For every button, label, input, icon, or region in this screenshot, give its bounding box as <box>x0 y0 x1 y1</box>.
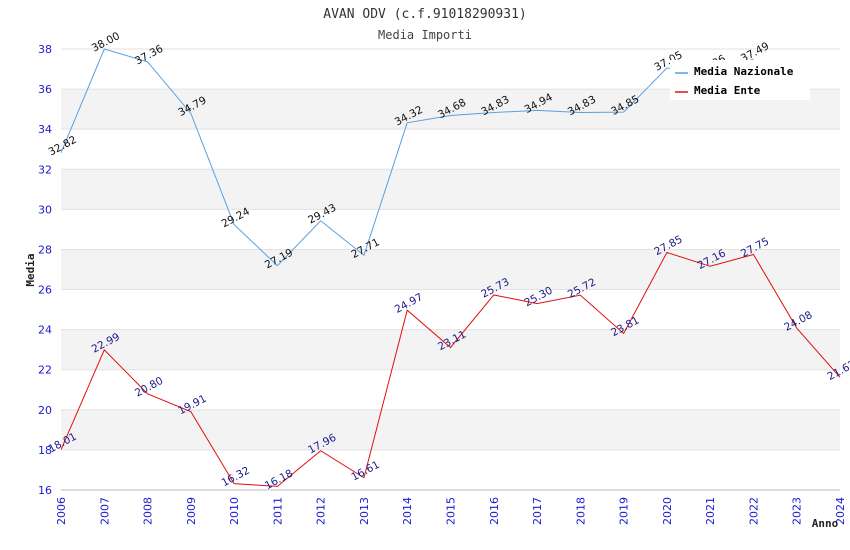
data-label-media-ente: 16.61 <box>349 459 381 484</box>
x-tick-label: 2015 <box>445 497 458 525</box>
x-tick-label: 2012 <box>315 497 328 525</box>
chart-subtitle: Media Importi <box>378 28 472 42</box>
y-tick-label: 36 <box>38 83 52 96</box>
x-tick-label: 2010 <box>228 497 241 525</box>
x-tick-label: 2011 <box>271 497 284 525</box>
legend-label-media-ente: Media Ente <box>694 84 761 97</box>
data-label-media-ente: 20.80 <box>133 375 165 400</box>
grid-band <box>61 249 840 290</box>
y-axis-ticks: 16 18 20 22 24 26 28 30 32 34 36 38 <box>38 43 52 497</box>
series-line-media-nazionale <box>60 48 754 267</box>
legend: Media Nazionale Media Ente <box>670 60 810 100</box>
x-tick-label: 2006 <box>55 497 68 525</box>
x-tick-label: 2022 <box>747 497 760 525</box>
data-label-media-nazionale: 32.82 <box>47 134 79 159</box>
x-axis-label: Anno <box>812 517 839 530</box>
x-tick-label: 2024 <box>834 497 847 525</box>
x-tick-label: 2008 <box>142 497 155 525</box>
grid-band <box>61 409 840 450</box>
y-tick-label: 34 <box>38 123 52 136</box>
x-tick-label: 2019 <box>618 497 631 525</box>
x-tick-label: 2016 <box>488 497 501 525</box>
chart-title: AVAN ODV (c.f.91018290931) <box>323 7 527 22</box>
y-tick-label: 20 <box>38 404 52 417</box>
y-axis-label: Media <box>24 253 37 286</box>
data-label-media-nazionale: 38.00 <box>90 30 122 55</box>
grid-lines <box>61 48 840 491</box>
y-tick-label: 18 <box>38 444 52 457</box>
x-tick-label: 2021 <box>704 497 717 525</box>
x-tick-label: 2014 <box>401 497 414 525</box>
x-tick-label: 2013 <box>358 497 371 525</box>
x-tick-label: 2020 <box>661 497 674 525</box>
series-lines <box>60 48 841 487</box>
x-axis-ticks: 2006 2007 2008 2009 2010 2011 2012 2013 2014 2015… <box>55 497 847 525</box>
x-tick-label: 2018 <box>574 497 587 525</box>
x-tick-label: 2007 <box>98 497 111 525</box>
y-tick-label: 32 <box>38 163 52 176</box>
y-tick-label: 28 <box>38 243 52 256</box>
y-tick-label: 24 <box>38 324 52 337</box>
legend-label-media-nazionale: Media Nazionale <box>694 65 794 78</box>
grid-band <box>61 329 840 370</box>
x-tick-label: 2009 <box>185 497 198 525</box>
series-line-media-ente <box>60 251 841 487</box>
y-tick-label: 16 <box>38 484 52 497</box>
data-label-media-ente: 16.18 <box>263 467 295 492</box>
x-tick-label: 2017 <box>531 497 544 525</box>
x-tick-label: 2023 <box>791 497 804 525</box>
grid-bands <box>61 89 840 450</box>
legend-box <box>670 60 810 100</box>
y-tick-label: 26 <box>38 284 52 297</box>
y-tick-label: 22 <box>38 364 52 377</box>
grid-band <box>61 169 840 210</box>
y-tick-label: 30 <box>38 203 52 216</box>
y-tick-label: 38 <box>38 43 52 56</box>
